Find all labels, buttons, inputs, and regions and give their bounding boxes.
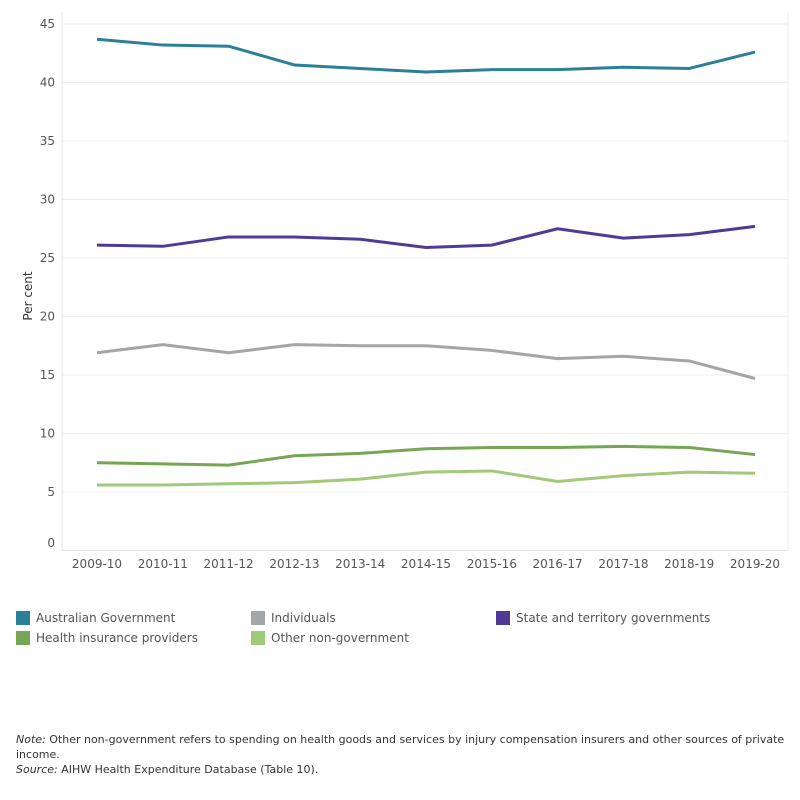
legend-swatch <box>16 631 30 645</box>
series-line-australian-government <box>96 37 756 74</box>
legend-swatch <box>251 611 265 625</box>
x-tick-label: 2010-11 <box>138 557 188 571</box>
y-tick-label: 30 <box>40 193 55 207</box>
y-tick-label: 25 <box>40 251 55 265</box>
legend-label: State and territory governments <box>516 611 711 625</box>
y-tick-label: 0 <box>47 536 55 550</box>
x-tick-label: 2014-15 <box>401 557 451 571</box>
legend-item[interactable]: Other non-government <box>251 631 409 645</box>
legend-item[interactable]: Health insurance providers <box>16 631 198 645</box>
y-tick-label: 35 <box>40 134 55 148</box>
series-line-state-and-territory-governments <box>96 224 756 249</box>
legend-label: Other non-government <box>271 631 409 645</box>
x-tick-label: 2009-10 <box>72 557 122 571</box>
legend-label: Individuals <box>271 611 336 625</box>
notes: Note: Other non-government refers to spe… <box>16 732 800 777</box>
series-line-other-non-government <box>97 469 756 487</box>
y-axis-label: Per cent <box>21 271 35 321</box>
y-tick-label: 15 <box>40 368 55 382</box>
x-tick-label: 2013-14 <box>335 557 385 571</box>
y-tick-label: 45 <box>40 17 55 31</box>
note-text: Other non-government refers to spending … <box>16 733 785 761</box>
y-tick-label: 10 <box>40 427 55 441</box>
legend-item[interactable]: Individuals <box>251 611 336 625</box>
legend-swatch <box>496 611 510 625</box>
source-line: Source: AIHW Health Expenditure Database… <box>16 762 800 777</box>
note-label: Note: <box>16 733 46 746</box>
series-line-health-insurance-providers <box>96 444 756 467</box>
y-tick-label: 40 <box>40 76 55 90</box>
series-line-individuals <box>96 343 756 380</box>
x-tick-label: 2012-13 <box>269 557 319 571</box>
x-tick-label: 2017-18 <box>598 557 648 571</box>
legend-swatch <box>16 611 30 625</box>
x-tick-label: 2019-20 <box>730 557 780 571</box>
x-tick-label: 2018-19 <box>664 557 714 571</box>
legend-label: Health insurance providers <box>36 631 198 645</box>
legend-item[interactable]: Australian Government <box>16 611 175 625</box>
note-line: Note: Other non-government refers to spe… <box>16 732 800 762</box>
line-chart: 0 5 10 15 20 25 30 35 40 45 2009-10 2010-11 2011-12 2… <box>21 12 789 571</box>
legend-swatch <box>251 631 265 645</box>
y-tick-label: 20 <box>40 310 55 324</box>
y-tick-label: 5 <box>47 485 55 499</box>
x-tick-label: 2016-17 <box>533 557 583 571</box>
legend-label: Australian Government <box>36 611 176 625</box>
x-tick-label: 2015-16 <box>467 557 517 571</box>
source-label: Source: <box>16 763 58 776</box>
legend-item[interactable]: State and territory governments <box>496 611 710 625</box>
x-tick-label: 2011-12 <box>204 557 254 571</box>
source-text: AIHW Health Expenditure Database (Table … <box>57 763 319 776</box>
